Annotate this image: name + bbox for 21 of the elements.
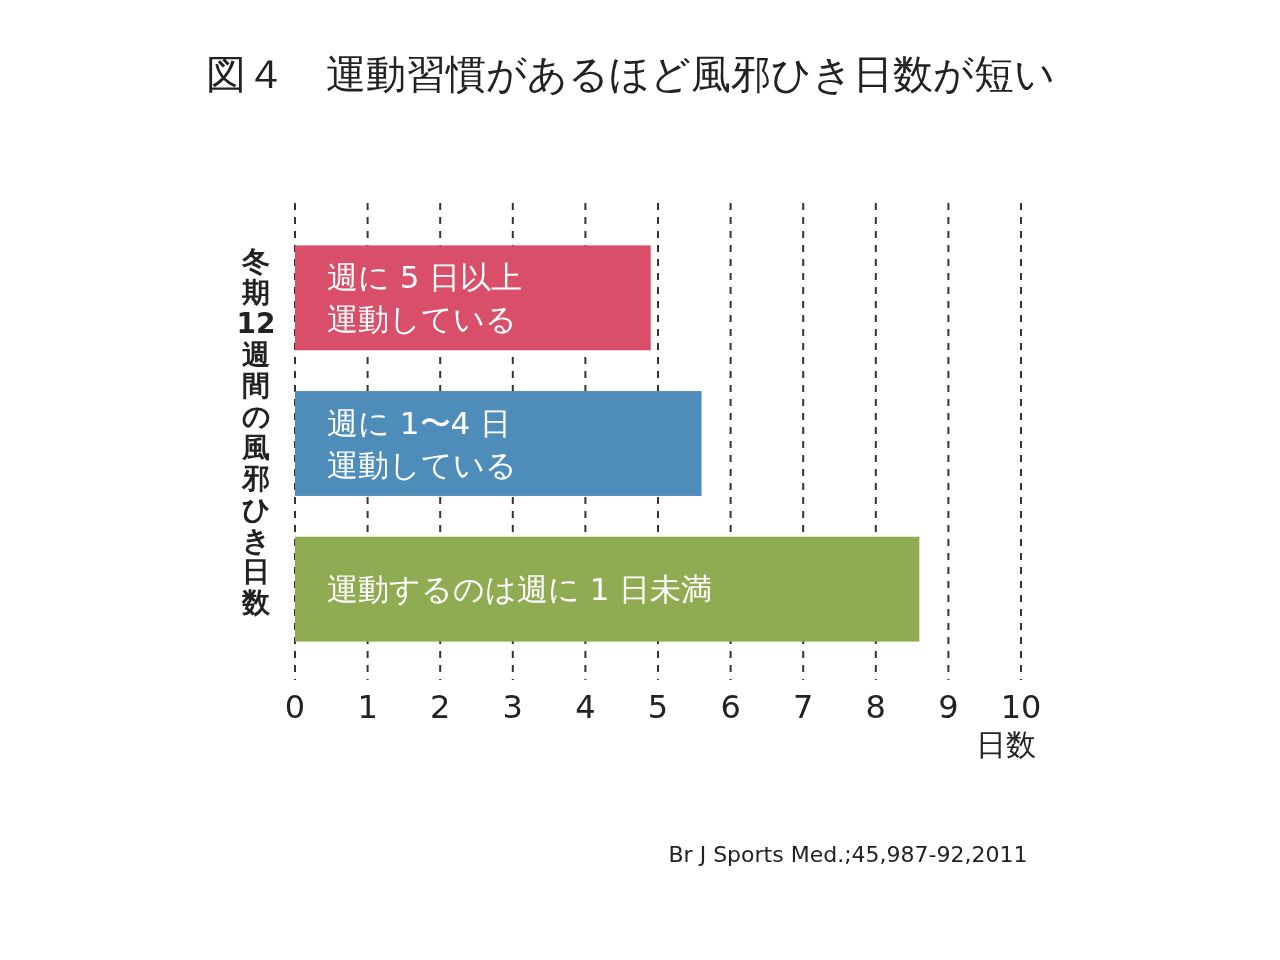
x-tick-label: 2 — [430, 688, 451, 726]
x-tick-label: 1 — [357, 688, 378, 726]
x-tick-label: 5 — [647, 688, 669, 726]
x-tick-label: 9 — [938, 688, 959, 726]
x-tick-label: 8 — [865, 688, 886, 726]
text: Br J Sports Med.;45,987-92,2011 — [668, 842, 1028, 867]
x-tick-label: 10 — [1000, 688, 1042, 726]
x-axis-title: 日数 — [976, 727, 1036, 762]
bar — [295, 245, 651, 351]
bar — [295, 391, 702, 496]
text: 冬期12週間の風邪ひき日数 — [236, 244, 276, 619]
bar — [295, 536, 920, 642]
x-tick-label: 0 — [284, 688, 306, 726]
y-tick-label: 週に 1〜4 日運動している — [327, 404, 517, 483]
chart-title: 図４ 運動習慣があるほど風邪ひき日数が短い — [205, 51, 1055, 97]
x-tick-label: 6 — [720, 688, 741, 726]
y-tick-label: 運動するのは週に 1 日未満 — [327, 571, 713, 608]
x-tick-label: 4 — [575, 688, 596, 726]
x-tick-label: 7 — [793, 688, 814, 726]
x-tick-label: 3 — [502, 688, 523, 726]
y-tick-label: 週に 5 日以上運動している — [327, 258, 523, 337]
